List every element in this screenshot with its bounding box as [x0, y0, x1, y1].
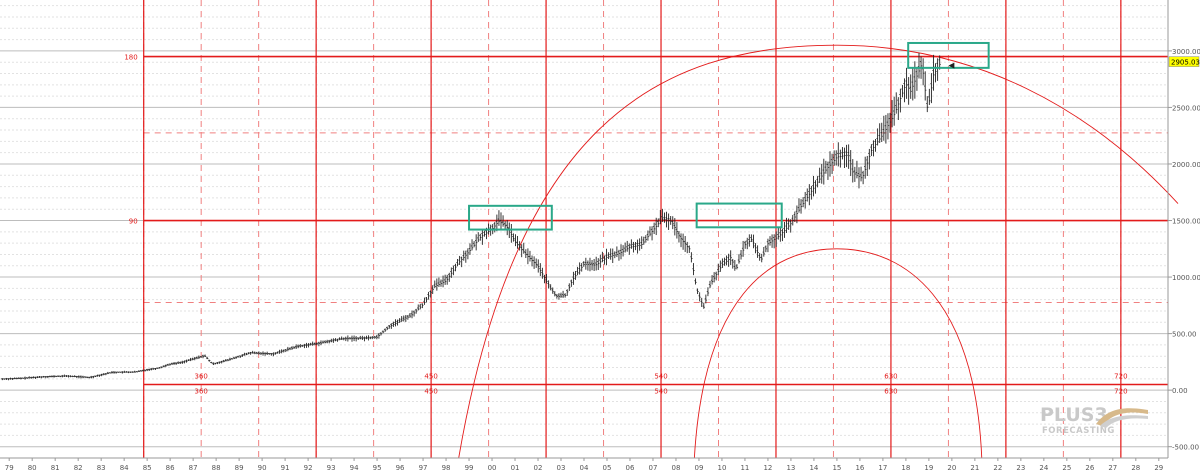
gann-overlay: 180 90 360 360 450 450 540 540 630 630 720 720	[124, 0, 1179, 459]
x-tick-label: 09	[694, 464, 703, 472]
x-tick-label: 90	[258, 464, 267, 472]
x-tick-label: 00	[488, 464, 497, 472]
x-tick-label: 18	[901, 464, 910, 472]
x-tick-label: 84	[120, 464, 129, 472]
y-tick-label: 2000.00	[1172, 161, 1200, 169]
y-tick-label: -500.00	[1172, 444, 1199, 452]
cycle-label-upper: 450	[424, 372, 437, 380]
highlight-boxes	[468, 41, 990, 231]
cycle-label-lower: 450	[424, 387, 437, 395]
x-tick-label: 23	[1016, 464, 1025, 472]
plus3-logo: PLUS3 FORECASTING	[1040, 404, 1150, 438]
x-tick-label: 02	[534, 464, 543, 472]
cycle-label-lower: 720	[1114, 387, 1127, 395]
highlight-box	[907, 41, 990, 69]
x-tick-label: 19	[924, 464, 933, 472]
x-tick-label: 11	[740, 464, 749, 472]
cycle-label-lower: 630	[884, 387, 897, 395]
cycle-label-upper: 360	[194, 372, 207, 380]
gann-arc-small	[693, 248, 983, 459]
gann-level-label: 180	[124, 54, 137, 62]
x-tick-label: 25	[1062, 464, 1071, 472]
logo-swoosh-icon	[1096, 408, 1148, 428]
x-tick-label: 08	[672, 464, 681, 472]
x-tick-label: 07	[649, 464, 658, 472]
x-tick-label: 80	[28, 464, 37, 472]
gann-arc-large	[458, 44, 1179, 459]
x-tick-label: 16	[855, 464, 864, 472]
y-tick-label: 3000.00	[1172, 48, 1200, 56]
x-tick-label: 24	[1039, 464, 1048, 472]
x-tick-label: 26	[1085, 464, 1094, 472]
last-price-badge	[1168, 56, 1200, 67]
x-tick-label: 99	[465, 464, 474, 472]
y-tick-label: 500.00	[1172, 331, 1197, 339]
x-tick-label: 88	[212, 464, 221, 472]
cycle-label-upper: 720	[1114, 372, 1127, 380]
x-tick-label: 27	[1108, 464, 1117, 472]
last-price-label: 2905.03	[1171, 59, 1200, 67]
x-tick-label: 97	[419, 464, 428, 472]
highlight-box	[468, 204, 553, 231]
x-tick-label: 92	[304, 464, 313, 472]
pointer-arrow-icon	[948, 62, 955, 69]
x-tick-label: 01	[511, 464, 520, 472]
x-tick-label: 83	[97, 464, 106, 472]
x-tick-label: 03	[557, 464, 566, 472]
x-tick-label: 89	[235, 464, 244, 472]
x-tick-label: 12	[763, 464, 772, 472]
x-tick-label: 86	[166, 464, 175, 472]
x-tick-label: 87	[189, 464, 198, 472]
grid-lines	[0, 5, 1168, 459]
x-tick-label: 28	[1131, 464, 1140, 472]
logo-sub-text: FORECASTING	[1042, 426, 1115, 436]
x-tick-label: 21	[970, 464, 979, 472]
x-tick-label: 15	[832, 464, 841, 472]
x-tick-label: 95	[373, 464, 382, 472]
x-tick-label: 79	[5, 464, 14, 472]
x-tick-label: 06	[626, 464, 635, 472]
x-tick-label: 93	[327, 464, 336, 472]
cycle-label-lower: 540	[654, 387, 667, 395]
x-tick-label: 98	[442, 464, 451, 472]
x-tick-label: 29	[1154, 464, 1163, 472]
x-tick-label: 20	[947, 464, 956, 472]
x-tick-label: 13	[786, 464, 795, 472]
y-tick-label: 2500.00	[1172, 104, 1200, 112]
gann-level-label: 90	[129, 218, 138, 226]
cycle-label-lower: 360	[194, 387, 207, 395]
logo-main-text: PLUS3	[1040, 404, 1108, 426]
x-tick-label: 22	[993, 464, 1002, 472]
x-tick-label: 17	[878, 464, 887, 472]
x-tick-label: 96	[396, 464, 405, 472]
y-tick-label: 0.00	[1172, 387, 1188, 395]
price-bars	[1, 53, 941, 381]
highlight-box	[695, 202, 783, 229]
x-tick-label: 14	[809, 464, 818, 472]
x-tick-label: 91	[281, 464, 290, 472]
x-tick-label: 85	[143, 464, 152, 472]
x-tick-label: 05	[603, 464, 612, 472]
cycle-label-upper: 630	[884, 372, 897, 380]
x-tick-label: 10	[717, 464, 726, 472]
y-tick-label: 1500.00	[1172, 218, 1200, 226]
x-tick-label: 82	[74, 464, 83, 472]
x-tick-label: 04	[580, 464, 589, 472]
y-tick-label: 1000.00	[1172, 274, 1200, 282]
x-tick-label: 81	[51, 464, 60, 472]
x-tick-label: 94	[350, 464, 359, 472]
cycle-label-upper: 540	[654, 372, 667, 380]
